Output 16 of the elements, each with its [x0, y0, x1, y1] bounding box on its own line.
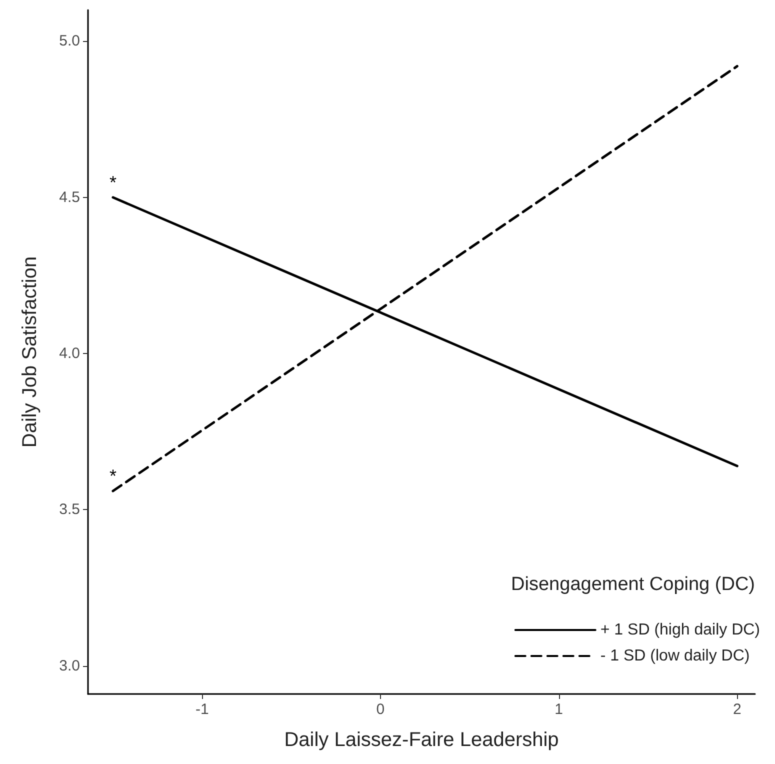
legend-label: - 1 SD (low daily DC)	[600, 648, 750, 664]
legend-title: Disengagement Coping (DC)	[511, 574, 756, 595]
x-tick-label: -1	[195, 701, 209, 718]
legend-label: + 1 SD (high daily DC)	[600, 622, 760, 638]
y-tick-label: 5.0	[59, 32, 80, 50]
y-tick-label: 3.0	[59, 657, 80, 674]
annotation: *	[109, 466, 116, 486]
x-tick-label: 0	[376, 701, 385, 718]
y-axis-title: Daily Job Satisfaction	[19, 256, 41, 448]
x-axis-title: Daily Laissez-Faire Leadership	[284, 729, 559, 751]
y-tick-label: 3.5	[59, 501, 80, 518]
y-tick-label: 4.0	[59, 345, 80, 362]
annotation: *	[109, 172, 116, 192]
x-tick-label: 1	[554, 701, 563, 718]
y-tick-label: 4.5	[59, 188, 80, 206]
x-tick-label: 2	[732, 701, 742, 718]
